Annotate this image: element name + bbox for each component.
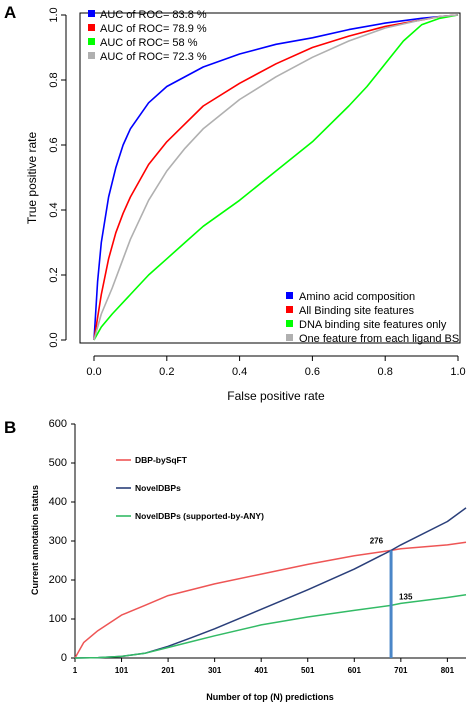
auc-label: AUC of ROC= 83.8 % — [100, 9, 207, 21]
legend-swatch — [286, 334, 293, 341]
legend-swatch — [286, 292, 293, 299]
roc-curve-2 — [93, 14, 459, 341]
y-tick-label: 0 — [61, 652, 67, 664]
y-tick-label: 100 — [49, 613, 67, 625]
plot-frame — [79, 12, 461, 344]
series-line-2 — [74, 507, 467, 659]
x-tick-label: 0.2 — [159, 366, 174, 378]
legend-entry: All Binding site features — [299, 305, 414, 317]
legend-entry: NovelDBPs (supported-by-ANY) — [135, 511, 264, 521]
x-tick-label: 101 — [115, 666, 129, 675]
legend-entry: One feature from each ligand BS — [299, 333, 459, 345]
x-tick-label: 501 — [301, 666, 315, 675]
y-tick-label: 500 — [49, 457, 67, 469]
y-tick-label: 1.0 — [48, 7, 60, 22]
x-tick-label: 0.6 — [305, 366, 320, 378]
y-tick-label: 600 — [49, 418, 67, 430]
x-tick-label: 301 — [208, 666, 222, 675]
y-tick-label: 0.0 — [48, 332, 60, 347]
panel-b-label: B — [4, 418, 16, 437]
x-tick-label: 1 — [73, 666, 78, 675]
x-tick-label: 0.4 — [232, 366, 247, 378]
roc-curve-1 — [93, 14, 459, 341]
auc-swatch — [88, 52, 95, 59]
x-axis-label: False positive rate — [227, 389, 325, 403]
x-tick-label: 401 — [255, 666, 269, 675]
legend-entry: Amino acid composition — [299, 291, 415, 303]
x-tick-label: 701 — [394, 666, 408, 675]
panel-b-annotation-chart: B 0 100 200 300 400 500 600 1 101 201 301 401 501 601 7… — [4, 418, 467, 702]
x-tick-label: 0.8 — [378, 366, 393, 378]
series-line-1 — [74, 541, 467, 659]
legend-entry: NovelDBPs — [135, 483, 181, 493]
x-tick-label: 1.0 — [450, 366, 465, 378]
x-axis-label: Number of top (N) predictions — [206, 692, 334, 702]
x-tick-label: 601 — [348, 666, 362, 675]
y-tick-label: 400 — [49, 496, 67, 508]
legend-entry: DNA binding site features only — [299, 319, 447, 331]
annotation-135: 135 — [399, 592, 413, 601]
roc-curve-4 — [93, 14, 459, 341]
panel-a-label: A — [4, 3, 16, 22]
y-tick-label: 0.8 — [48, 72, 60, 87]
y-tick-label: 200 — [49, 574, 67, 586]
series-line-3 — [74, 594, 467, 659]
auc-label: AUC of ROC= 58 % — [100, 37, 198, 49]
annotation-276: 276 — [370, 536, 384, 545]
legend-entry: DBP-bySqFT — [135, 455, 188, 465]
auc-swatch — [88, 24, 95, 31]
auc-label: AUC of ROC= 78.9 % — [100, 23, 207, 35]
legend-swatch — [286, 306, 293, 313]
auc-swatch — [88, 38, 95, 45]
x-tick-label: 0.0 — [86, 366, 101, 378]
y-tick-label: 300 — [49, 535, 67, 547]
x-tick-label: 201 — [161, 666, 175, 675]
auc-swatch — [88, 10, 95, 17]
legend-swatch — [286, 320, 293, 327]
auc-label: AUC of ROC= 72.3 % — [100, 51, 207, 63]
y-tick-label: 0.2 — [48, 267, 60, 282]
y-tick-label: 0.4 — [48, 202, 60, 217]
y-axis-label: True positive rate — [25, 132, 39, 225]
panel-a-roc-chart: A 0.0 0.2 0.4 0.6 0.8 1.0 0.0 0.2 0.4 0.6 0.8 1.0 Fal… — [4, 3, 466, 403]
y-axis-label: Current annotation status — [30, 485, 40, 595]
x-tick-label: 801 — [441, 666, 455, 675]
roc-curve-3 — [93, 14, 459, 341]
y-tick-label: 0.6 — [48, 137, 60, 152]
